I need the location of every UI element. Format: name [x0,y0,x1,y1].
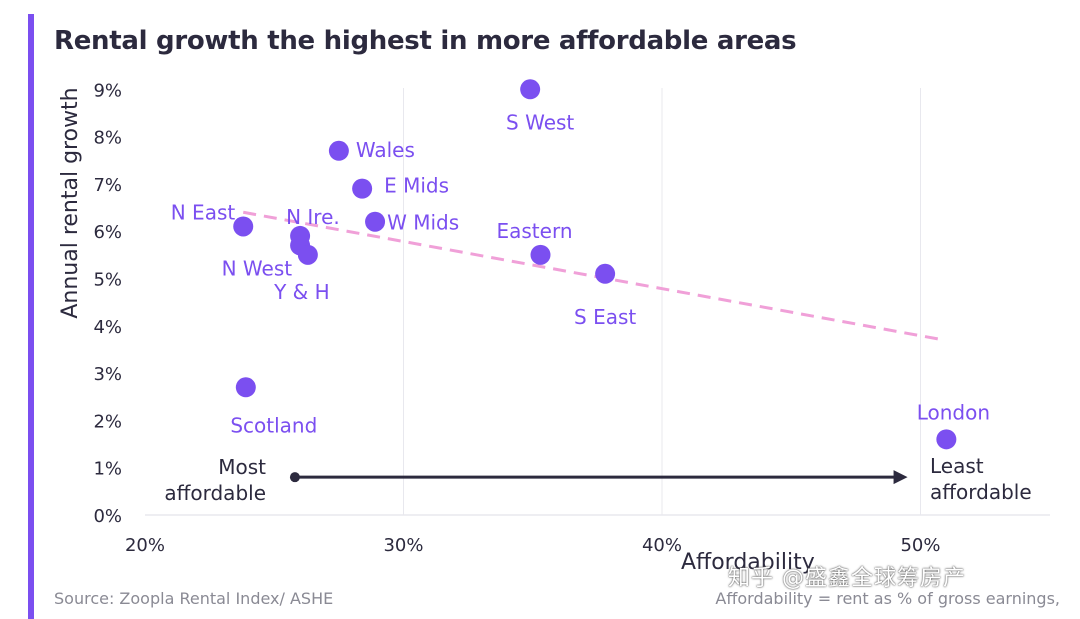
y-tick-label-3: 3% [93,364,122,385]
y-tick-label-9: 9% [93,80,122,101]
y-tick-label-2: 2% [93,411,122,432]
point-wales [328,140,349,161]
y-tick-label-1: 1% [93,459,122,480]
accent-bar [28,14,34,619]
point-s-east [595,263,616,284]
x-tick-label-50: 50% [900,535,940,556]
affordable-left-label: affordable [164,481,266,505]
y-tick-label-8: 8% [93,128,122,149]
point-label-wales: Wales [356,138,415,162]
point-y-h [297,244,318,265]
most-label: Most [218,455,266,479]
point-label-eastern: Eastern [496,219,572,243]
point-label-n-west: N West [222,256,293,280]
point-e-mids [352,178,373,199]
y-tick-label-7: 7% [93,175,122,196]
point-label-london: London [917,400,990,424]
y-tick-label-6: 6% [93,222,122,243]
x-tick-label-40: 40% [642,535,682,556]
least-label: Least [930,454,984,478]
point-london [936,429,957,450]
trend-line [242,210,945,342]
point-label-s-west: S West [506,110,574,134]
point-label-n-east: N East [171,200,236,224]
chart-title: Rental growth the highest in more afford… [54,26,797,56]
y-tick-label-4: 4% [93,317,122,338]
watermark: 知乎 @盛鑫全球筹房产 [728,566,966,591]
source-note: Source: Zoopla Rental Index/ ASHE [54,589,334,608]
point-n-east [233,216,254,237]
arrow-start-dot [289,472,300,483]
point-label-n-ire: N Ire. [286,205,340,229]
x-tick-label-30: 30% [383,535,423,556]
y-axis-title: Annual rental growth [58,87,83,318]
point-label-e-mids: E Mids [384,174,449,198]
x-tick-label-20: 20% [125,535,165,556]
point-s-west [520,79,541,100]
affordability-note: Affordability = rent as % of gross earni… [715,589,1060,608]
point-label-scotland: Scotland [230,413,317,437]
y-tick-label-5: 5% [93,270,122,291]
x-axis-title: Affordability [681,550,815,575]
y-tick-label-0: 0% [93,506,122,527]
point-label-w-mids: W Mids [387,211,459,235]
affordable-right-label: affordable [930,480,1032,504]
point-w-mids [365,211,386,232]
point-scotland [235,377,256,398]
top-strip [0,0,1080,14]
point-label-y-h: Y & H [273,280,330,304]
point-eastern [530,244,551,265]
point-label-s-east: S East [574,305,636,329]
arrow-head [893,470,908,485]
